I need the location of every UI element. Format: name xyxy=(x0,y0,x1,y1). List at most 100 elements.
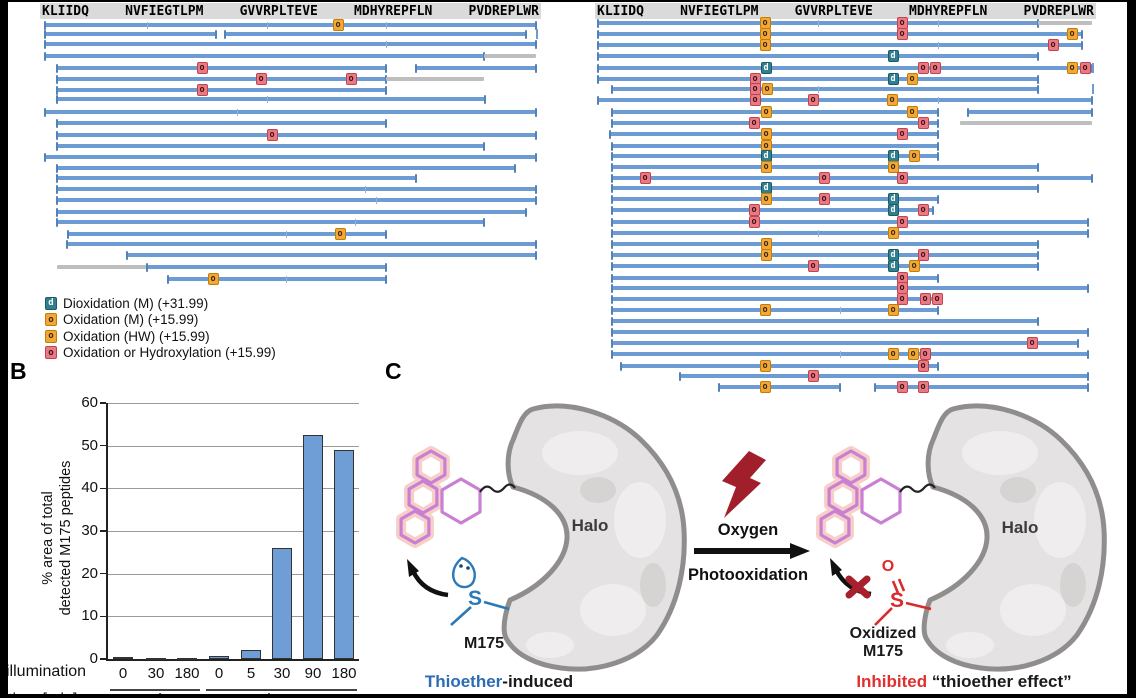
modification-marker-oxidation: o xyxy=(760,193,772,205)
uncovered-segment xyxy=(484,54,536,58)
peptide-bar xyxy=(598,54,1038,58)
oxygen-atom-right: O xyxy=(881,558,895,575)
legend-swatch: o xyxy=(45,329,57,343)
peptide-end-cap xyxy=(146,262,148,272)
sulfoxide-bonds xyxy=(874,578,932,626)
peptide-bar xyxy=(875,385,1088,389)
inhibition-x-icon xyxy=(845,575,871,599)
legend-item: o Oxidation (M) (+15.99) xyxy=(45,312,276,329)
peptide-bar xyxy=(719,385,840,389)
modification-marker-hydroxylation: o xyxy=(917,249,929,261)
modification-marker-hydroxylation: o xyxy=(807,94,819,106)
x-tick-label: 30 xyxy=(147,665,165,682)
peptide-end-cap xyxy=(126,250,128,260)
peptide-end-cap xyxy=(56,63,58,73)
screen-edge-left xyxy=(0,0,8,698)
peptide-end-cap xyxy=(44,20,46,30)
sequence-word: PVDREPLWR xyxy=(468,3,539,19)
modification-marker-oxidation: o xyxy=(887,348,899,360)
peptide-end-cap xyxy=(1087,382,1089,392)
peptide-end-cap xyxy=(611,239,613,249)
modification-marker-oxidation: o xyxy=(760,161,772,173)
modification-marker-hydroxylation: o xyxy=(255,73,267,85)
peptide-junction-tick xyxy=(818,85,820,93)
modification-marker-oxidation: o xyxy=(760,249,772,261)
peptide-end-cap xyxy=(718,382,720,392)
legend-item: o Oxidation (HW) (+15.99) xyxy=(45,328,276,345)
halo-label-right: Halo xyxy=(1001,518,1039,537)
sequence-header: KLIIDQ NVFIEGTLPM GVVRPLTEVE MDHYREPFLN PVDR… xyxy=(40,3,541,19)
uncovered-segment xyxy=(1038,21,1092,25)
peptide-end-cap xyxy=(1087,217,1089,227)
truncated-peptide-dash xyxy=(536,29,538,39)
data-bar xyxy=(241,649,261,659)
modification-marker-dioxidation: d xyxy=(887,204,899,216)
peptide-end-cap xyxy=(56,130,58,140)
peptide-end-cap xyxy=(839,382,841,392)
modification-marker-hydroxylation: o xyxy=(917,204,929,216)
peptide-end-cap xyxy=(1091,173,1093,183)
peptide-end-cap xyxy=(67,229,69,239)
modification-marker-hydroxylation: o xyxy=(896,28,908,40)
peptide-end-cap xyxy=(56,207,58,217)
peptide-end-cap xyxy=(611,273,613,283)
electron-transfer-arrow xyxy=(410,569,449,598)
y-tick-label: 40 xyxy=(81,479,98,497)
modification-marker-oxidation: o xyxy=(908,260,920,272)
caption-right: Inhibited “thioether effect” xyxy=(848,672,1080,692)
peptide-junction-tick xyxy=(818,19,820,27)
modification-marker-hydroxylation: o xyxy=(1026,337,1038,349)
peptide-end-cap xyxy=(611,250,613,260)
peptide-bar xyxy=(612,165,1038,169)
y-tick xyxy=(100,444,106,447)
peptide-end-cap xyxy=(1037,74,1039,84)
peptide-bar xyxy=(45,110,536,114)
legend-label: Dioxidation (M) (+31.99) xyxy=(63,295,209,311)
peptide-end-cap xyxy=(56,173,58,183)
modification-marker-hydroxylation: o xyxy=(896,293,908,305)
peptide-end-cap xyxy=(1037,51,1039,61)
gridline xyxy=(106,531,359,532)
modification-marker-hydroxylation: o xyxy=(1047,39,1059,51)
y-tick xyxy=(100,530,106,532)
peptide-bar xyxy=(612,319,1038,323)
peptide-bar xyxy=(621,364,938,368)
peptide-end-cap xyxy=(56,163,58,173)
gridline xyxy=(106,616,359,618)
inhibited-scene-graphic xyxy=(816,403,1107,672)
group-underline xyxy=(110,689,200,691)
peptide-junction-tick xyxy=(840,350,842,358)
peptide-end-cap xyxy=(611,283,613,293)
peptide-end-cap xyxy=(611,107,613,117)
uncovered-segment xyxy=(386,77,484,81)
peptide-end-cap xyxy=(1037,261,1039,271)
legend-swatch: o xyxy=(45,313,57,327)
peptide-bar xyxy=(598,43,1082,47)
peptide-bar xyxy=(612,253,1038,257)
x-tick-label: 180 xyxy=(174,665,200,682)
sequence-word: GVVRPLTEVE xyxy=(239,3,318,19)
peptide-end-cap xyxy=(1037,250,1039,260)
modification-marker-oxidation: o xyxy=(887,161,899,173)
peptide-end-cap xyxy=(611,228,613,238)
peptide-end-cap xyxy=(611,217,613,227)
peptide-end-cap xyxy=(385,262,387,272)
peptide-bar xyxy=(57,210,526,214)
peptide-end-cap xyxy=(385,229,387,239)
y-tick xyxy=(100,615,106,618)
screen-edge-bottom xyxy=(0,694,1136,698)
peptide-end-cap xyxy=(937,118,939,128)
modification-marker-oxidation: o xyxy=(1066,62,1078,74)
peptide-bar xyxy=(612,231,1088,235)
peptide-junction-tick xyxy=(286,230,288,238)
y-axis-label: % area of total detected M175 peptides xyxy=(40,460,74,616)
peptide-end-cap xyxy=(1081,29,1083,39)
peptide-bar xyxy=(598,66,1092,70)
y-tick-label: 0 xyxy=(89,650,98,667)
lone-pair-electrons xyxy=(452,556,476,589)
sequence-word: MDHYREPFLN xyxy=(354,3,433,19)
sequence-word: NVFIEGTLPM xyxy=(125,3,204,19)
peptide-end-cap xyxy=(525,29,527,39)
peptide-end-cap xyxy=(611,118,613,128)
peptide-end-cap xyxy=(1087,283,1089,293)
